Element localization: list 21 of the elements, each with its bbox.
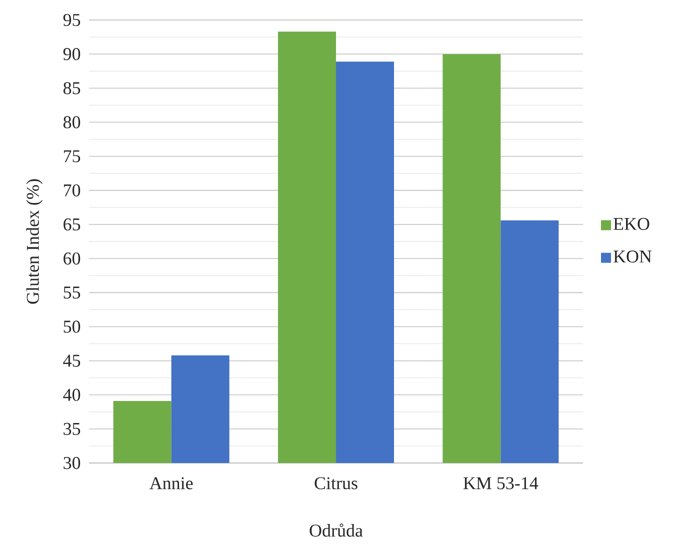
x-tick-label: Annie xyxy=(150,477,193,490)
y-tick-label: 45 xyxy=(63,354,80,367)
y-tick-label: 65 xyxy=(64,218,80,231)
y-tick-label: 90 xyxy=(63,48,80,60)
y-tick-label: 50 xyxy=(64,320,80,333)
y-tick-label: 75 xyxy=(64,150,80,162)
y-tick-label: 60 xyxy=(64,252,80,265)
legend-label: KON xyxy=(614,250,652,263)
y-tick-label: 40 xyxy=(63,388,80,401)
y-tick-label: 95 xyxy=(63,14,80,26)
y-tick-label: 35 xyxy=(64,422,80,435)
y-tick-label: 30 xyxy=(64,456,80,470)
y-tick-label: 70 xyxy=(64,184,80,196)
x-tick-label: KM 53-14 xyxy=(463,477,538,490)
y-tick-label: 85 xyxy=(63,82,80,94)
legend-label: EKO xyxy=(614,218,650,230)
y-tick-label: 55 xyxy=(64,286,80,299)
y-axis-title: Gluten Index (%) xyxy=(26,179,43,304)
y-tick-label: 80 xyxy=(63,116,80,128)
x-tick-label: Citrus xyxy=(314,477,358,490)
x-axis-title: Odrůda xyxy=(310,523,363,537)
